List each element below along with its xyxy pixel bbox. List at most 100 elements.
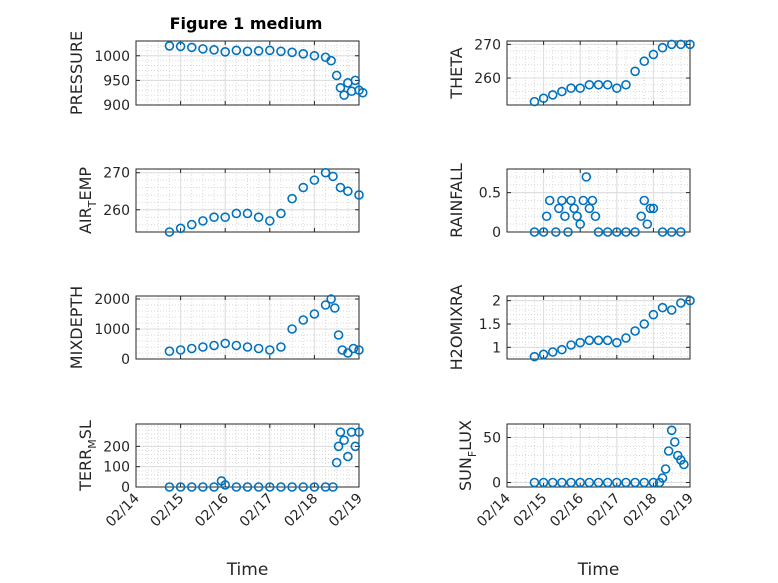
- y-axis-label: PRESSURE: [67, 31, 86, 115]
- data-point: [209, 340, 219, 351]
- data-point: [309, 50, 320, 61]
- y-tick-label: 2000: [94, 292, 130, 308]
- data-point: [309, 175, 320, 185]
- data-point: [575, 477, 586, 488]
- data-point: [648, 309, 659, 320]
- x-tick-label: 02/16: [547, 490, 587, 530]
- data-point: [253, 343, 264, 354]
- data-point: [584, 335, 595, 346]
- data-point: [264, 45, 275, 56]
- data-point: [335, 182, 346, 193]
- data-point: [343, 186, 353, 197]
- y-axis-label: THETA: [447, 47, 466, 99]
- data-point: [264, 216, 275, 226]
- data-point: [339, 90, 349, 100]
- data-point: [220, 212, 230, 222]
- y-tick-label: 1000: [94, 49, 130, 65]
- y-tick-label: 1000: [94, 322, 130, 338]
- data-point: [587, 195, 598, 206]
- data-point: [354, 427, 364, 437]
- data-point: [175, 345, 186, 355]
- data-point: [575, 83, 586, 93]
- data-point: [242, 208, 253, 219]
- data-point: [164, 346, 175, 357]
- data-point: [572, 211, 582, 222]
- y-tick-label: 200: [103, 439, 130, 455]
- data-point: [621, 79, 631, 90]
- x-tick-label: 02/19: [657, 491, 697, 531]
- y-tick-label: 0.5: [479, 186, 501, 202]
- data-point: [575, 219, 586, 229]
- data-point: [350, 441, 361, 452]
- data-point: [563, 227, 573, 237]
- data-point: [287, 482, 297, 492]
- data-point: [348, 343, 359, 354]
- data-point: [253, 482, 264, 492]
- data-point: [354, 190, 364, 200]
- data-point: [636, 211, 647, 222]
- data-point: [186, 42, 197, 53]
- data-point: [298, 315, 309, 325]
- data-point: [164, 482, 175, 492]
- data-point: [666, 425, 677, 436]
- data-point: [320, 167, 331, 178]
- subplot-6: 1 1.5 2 H2OMIXRA: [447, 285, 695, 370]
- data-point: [198, 482, 208, 492]
- data-point: [175, 41, 186, 52]
- data-point: [645, 203, 656, 214]
- x-tick-label: 02/18: [620, 491, 660, 531]
- data-point: [298, 182, 309, 193]
- data-point: [276, 46, 286, 57]
- data-point: [611, 337, 622, 348]
- data-point: [231, 45, 242, 56]
- data-point: [685, 39, 695, 50]
- data-point: [538, 93, 549, 104]
- y-tick-label: 270: [474, 37, 501, 53]
- y-axis-label: MIXDEPTH: [67, 286, 86, 369]
- data-point: [220, 338, 230, 349]
- y-tick-label: 50: [483, 431, 501, 447]
- data-point: [209, 212, 219, 222]
- data-point: [621, 477, 631, 488]
- data-point: [343, 451, 353, 462]
- data-point: [642, 219, 653, 229]
- y-axis-label: SUNFLUX: [456, 420, 479, 491]
- data-point: [529, 477, 540, 488]
- data-point: [578, 195, 589, 206]
- data-point: [320, 300, 331, 310]
- data-point: [666, 39, 677, 50]
- data-point: [186, 343, 197, 354]
- subplot-2: 260 270 THETA: [447, 37, 695, 107]
- data-point: [326, 55, 336, 66]
- data-point: [593, 227, 604, 237]
- data-point: [648, 477, 659, 488]
- data-point: [547, 477, 558, 488]
- data-point: [242, 342, 253, 352]
- y-tick-label: 2: [492, 294, 501, 310]
- data-point: [333, 330, 344, 340]
- subplot-4: 0 0.5 RAINFALL: [447, 163, 691, 241]
- subplot-7: 0 100 200 02/14 02/15 02/16 02/17 02/18 02/19 Tim…: [76, 420, 366, 580]
- data-point: [630, 477, 640, 488]
- y-tick-label: 0: [492, 476, 501, 492]
- data-point: [584, 477, 595, 488]
- data-point: [198, 342, 208, 352]
- data-point: [611, 227, 622, 237]
- y-tick-label: 260: [474, 71, 501, 87]
- data-point: [602, 227, 613, 237]
- axes-box: [135, 423, 360, 488]
- data-point: [276, 208, 286, 219]
- data-point: [264, 482, 275, 492]
- data-point: [253, 212, 264, 222]
- subplot-5: 0 1000 2000 MIXDEPTH: [67, 286, 364, 369]
- y-tick-label: 1: [492, 340, 501, 356]
- data-point: [253, 46, 264, 56]
- data-point: [663, 446, 674, 456]
- axes-box: [506, 295, 691, 360]
- data-point: [611, 83, 622, 93]
- data-point: [657, 42, 668, 53]
- data-point: [331, 70, 342, 81]
